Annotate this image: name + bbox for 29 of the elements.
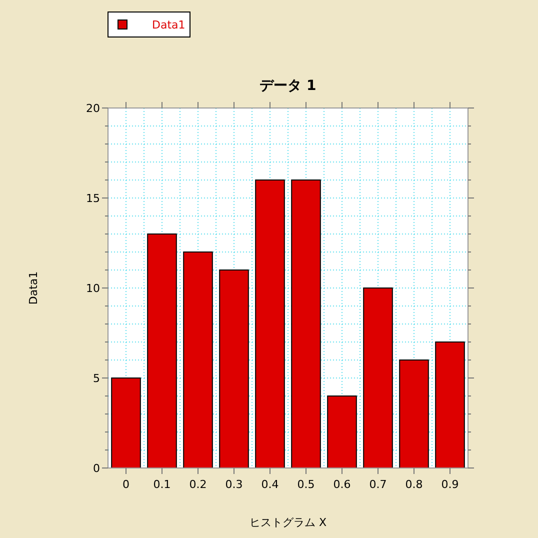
x-tick-label: 0.5 — [297, 478, 315, 491]
y-tick-label: 0 — [93, 462, 100, 475]
y-tick-label: 15 — [86, 192, 100, 205]
x-axis-title: ヒストグラム X — [249, 516, 327, 529]
bar — [183, 252, 213, 468]
bar — [327, 396, 357, 468]
y-tick-label: 20 — [86, 102, 100, 115]
bar — [219, 270, 249, 468]
x-tick-label: 0.9 — [441, 478, 459, 491]
x-tick-label: 0 — [122, 478, 130, 491]
bar — [291, 180, 321, 468]
legend-label: Data1 — [152, 18, 186, 32]
bar — [111, 378, 141, 468]
bar — [435, 342, 465, 468]
x-tick-label: 0.4 — [261, 478, 279, 491]
bar — [255, 180, 285, 468]
chart-title: データ 1 — [260, 78, 316, 94]
bar — [363, 288, 393, 468]
x-tick-label: 0.3 — [225, 478, 243, 491]
x-tick-label: 0.7 — [369, 478, 387, 491]
x-tick-label: 0.6 — [333, 478, 351, 491]
x-tick-label: 0.2 — [189, 478, 207, 491]
y-axis-title: Data1 — [27, 271, 40, 305]
y-tick-label: 10 — [86, 282, 100, 295]
bar — [399, 360, 429, 468]
x-tick-label: 0.1 — [153, 478, 171, 491]
x-tick-label: 0.8 — [405, 478, 423, 491]
bar — [147, 234, 177, 468]
y-tick-label: 5 — [93, 372, 100, 385]
